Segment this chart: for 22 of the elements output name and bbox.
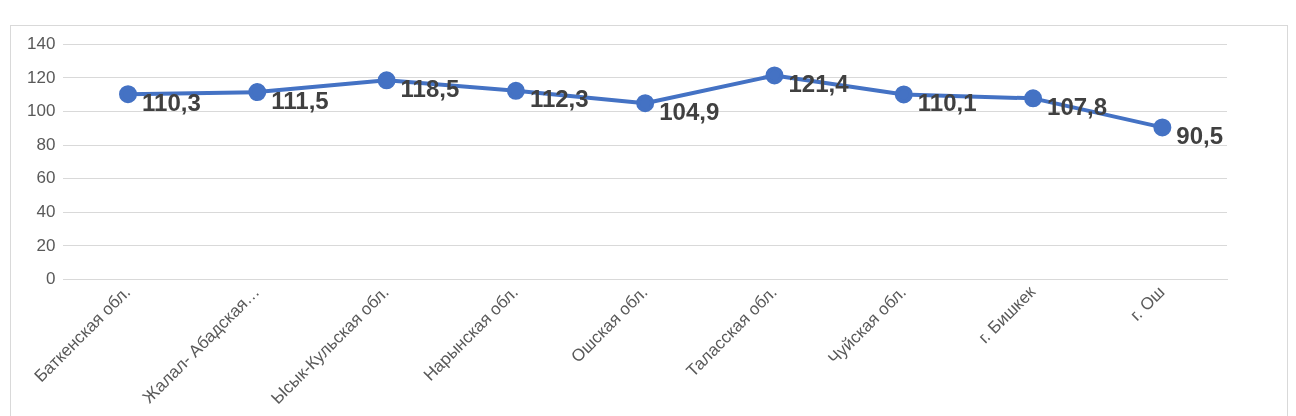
point: [119, 85, 138, 104]
data-label: 110,3: [142, 88, 201, 116]
y-tick-label: 100: [26, 101, 56, 121]
data-label: 104,9: [659, 97, 720, 125]
y-tick-label: 80: [36, 134, 56, 154]
point: [765, 66, 784, 85]
point: [377, 71, 396, 90]
point: [636, 94, 655, 113]
point: [894, 85, 913, 104]
point: [1024, 89, 1043, 108]
point: [1153, 118, 1172, 137]
y-tick-label: 40: [36, 201, 56, 221]
data-label: 111,5: [271, 86, 329, 114]
y-tick-label: 0: [45, 269, 56, 289]
y-tick-label: 140: [26, 33, 56, 53]
point: [248, 83, 267, 102]
y-tick-label: 60: [36, 168, 56, 188]
y-tick-label: 120: [26, 67, 56, 87]
point: [506, 81, 525, 100]
x-tick-label: г. Ош: [1126, 282, 1169, 325]
y-tick-label: 20: [36, 235, 56, 255]
data-label: 90,5: [1176, 122, 1224, 150]
